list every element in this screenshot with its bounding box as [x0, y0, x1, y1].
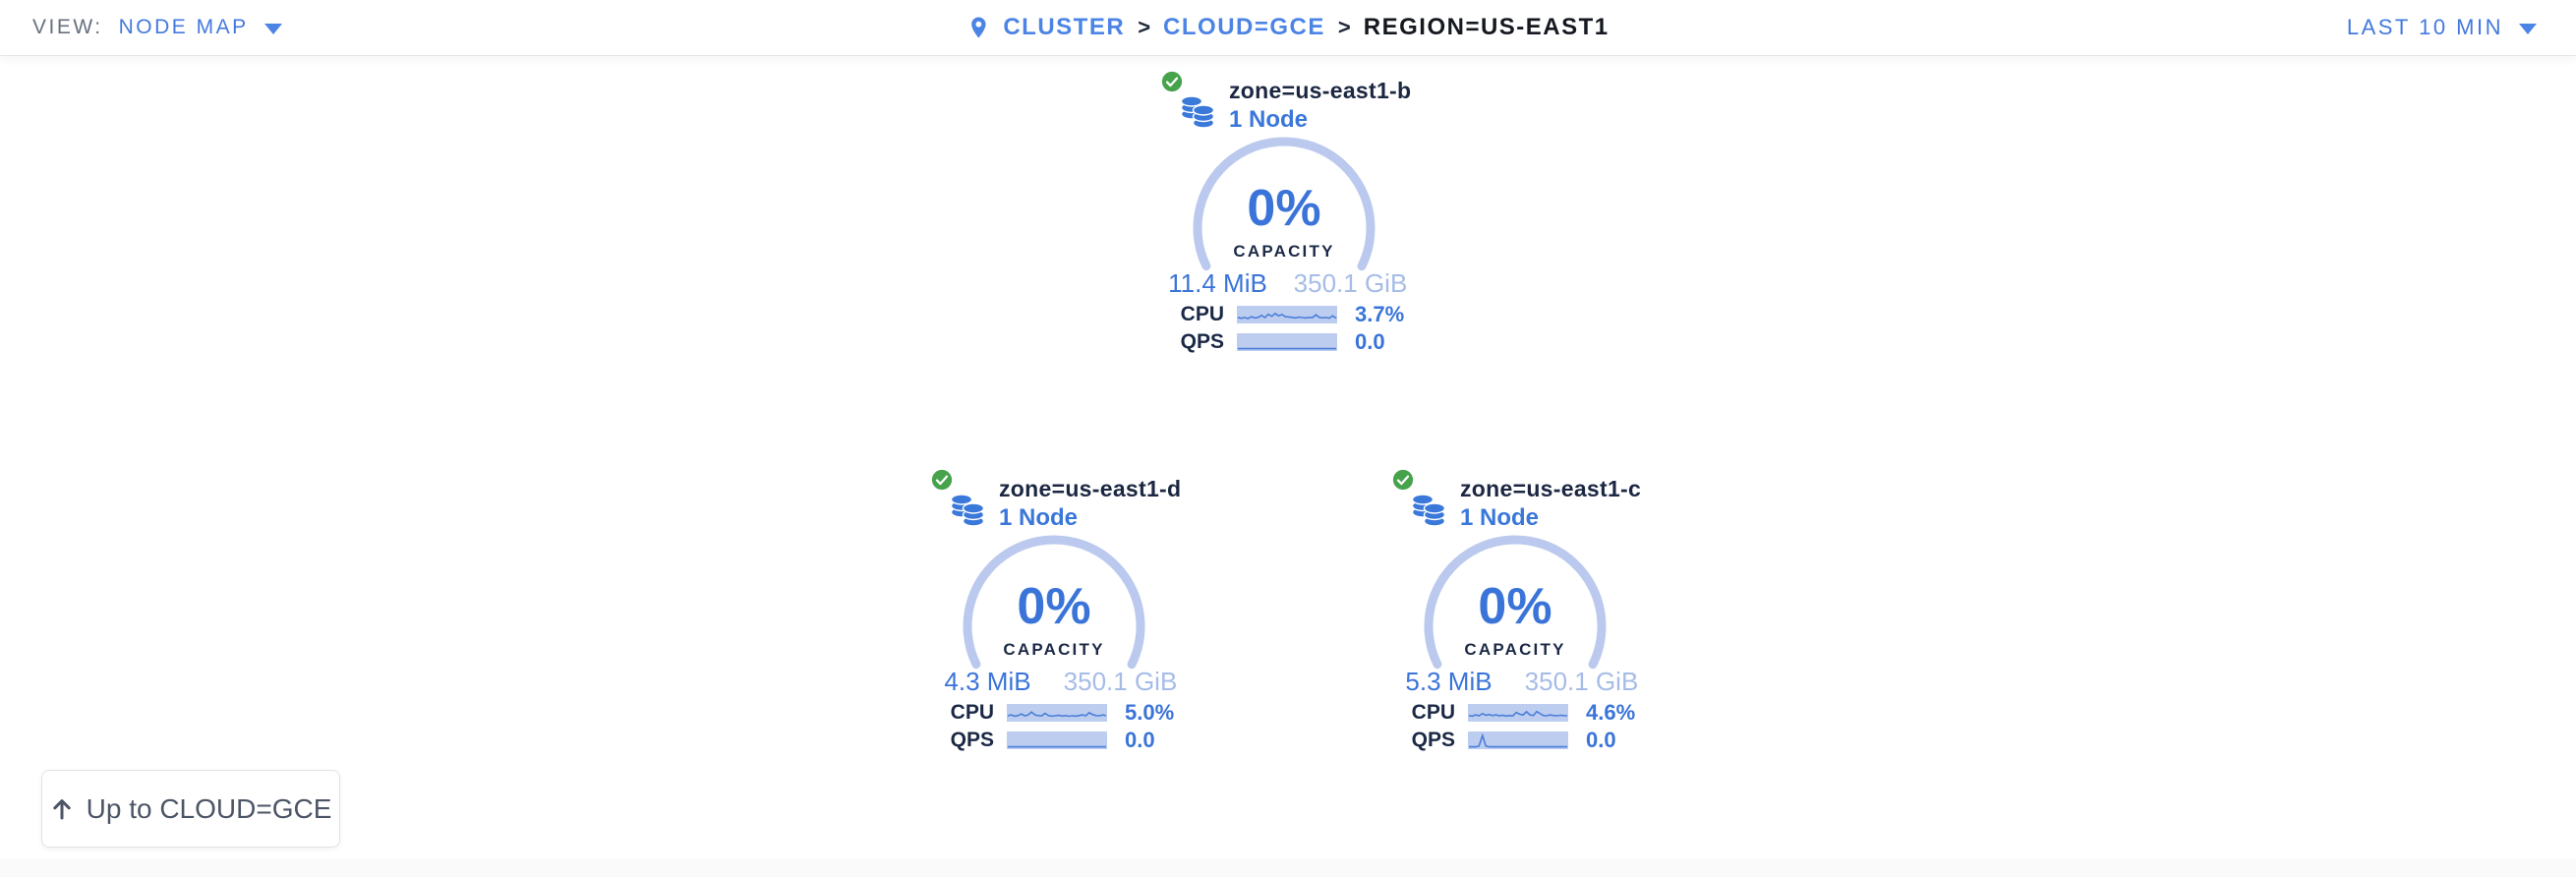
capacity-values-row: 5.3 MiB 350.1 GiB: [1382, 667, 1648, 697]
qps-label: QPS: [1411, 729, 1455, 751]
zone-card-us-east1-c[interactable]: zone=us-east1-c 1 Node 0% CAPACITY 5.3 M…: [1382, 467, 1648, 754]
zone-stats: CPU 5.0% QPS 0.0: [921, 700, 1187, 752]
zone-card-header: zone=us-east1-c 1 Node: [1460, 475, 1641, 532]
capacity-gauge: 0% CAPACITY: [1417, 528, 1613, 725]
capacity-label: CAPACITY: [1464, 640, 1566, 659]
capacity-percent: 0%: [1478, 578, 1552, 635]
qps-sparkline: [1007, 731, 1107, 749]
cpu-value: 3.7%: [1355, 302, 1405, 326]
capacity-arc: [1193, 137, 1376, 320]
zone-card-header: zone=us-east1-b 1 Node: [1229, 77, 1411, 134]
capacity-total: 350.1 GiB: [1524, 667, 1639, 696]
chevron-down-icon: [2519, 23, 2537, 34]
chevron-down-icon: [263, 23, 282, 34]
cpu-label: CPU: [950, 701, 994, 724]
zone-node-count[interactable]: 1 Node: [999, 504, 1079, 531]
qps-row: QPS 0.0: [1382, 728, 1648, 752]
zone-name: zone=us-east1-c: [1460, 476, 1642, 501]
qps-value: 0.0: [1125, 728, 1155, 752]
zone-name: zone=us-east1-d: [999, 476, 1182, 501]
breadcrumb-cluster[interactable]: CLUSTER: [1003, 14, 1126, 40]
zone-card-header: zone=us-east1-d 1 Node: [999, 475, 1181, 532]
capacity-percent: 0%: [1247, 180, 1321, 237]
cpu-sparkline: [1237, 306, 1337, 323]
time-range-selector[interactable]: LAST 10 MIN: [2347, 0, 2537, 55]
time-range-value: LAST 10 MIN: [2346, 15, 2503, 39]
nodes-stack-icon: [1411, 494, 1446, 527]
capacity-total: 350.1 GiB: [1063, 667, 1178, 696]
capacity-total: 350.1 GiB: [1293, 268, 1408, 298]
breadcrumb: CLUSTER > CLOUD=GCE > REGION=US-EAST1: [966, 0, 1609, 55]
nodes-stack-icon: [950, 494, 985, 527]
nodes-stack-icon: [1180, 95, 1215, 129]
zone-card-us-east1-d[interactable]: zone=us-east1-d 1 Node 0% CAPACITY 4.3 M…: [921, 467, 1187, 754]
breadcrumb-cloud-gce[interactable]: CLOUD=GCE: [1163, 14, 1325, 40]
up-to-cloud-gce-button[interactable]: Up to CLOUD=GCE: [41, 770, 340, 848]
breadcrumb-separator: >: [1138, 15, 1151, 39]
capacity-used: 4.3 MiB: [944, 667, 1031, 696]
capacity-gauge: 0% CAPACITY: [1186, 130, 1382, 326]
capacity-label: CAPACITY: [1003, 640, 1105, 659]
qps-label: QPS: [1180, 330, 1224, 353]
bottom-edge-band: [0, 859, 2576, 877]
capacity-values-row: 4.3 MiB 350.1 GiB: [921, 667, 1187, 697]
zone-node-count[interactable]: 1 Node: [1229, 106, 1309, 133]
zone-card-us-east1-b[interactable]: zone=us-east1-b 1 Node 0% CAPACITY 11.4 …: [1151, 69, 1417, 356]
qps-row: QPS 0.0: [1151, 329, 1417, 354]
map-pin-icon: [971, 17, 986, 38]
cpu-value: 4.6%: [1586, 700, 1636, 725]
qps-value: 0.0: [1586, 728, 1616, 752]
qps-value: 0.0: [1355, 329, 1385, 354]
zone-node-count[interactable]: 1 Node: [1460, 504, 1540, 531]
cpu-sparkline: [1007, 704, 1107, 722]
cpu-value: 5.0%: [1125, 700, 1175, 725]
capacity-values-row: 11.4 MiB 350.1 GiB: [1151, 268, 1417, 299]
view-selected-value: NODE MAP: [118, 16, 249, 38]
cpu-row: CPU 4.6%: [1382, 700, 1648, 725]
healthy-check-icon: [1159, 69, 1185, 94]
capacity-used: 11.4 MiB: [1168, 268, 1267, 298]
qps-label: QPS: [950, 729, 994, 751]
page-header: VIEW: NODE MAP CLUSTER > CLOUD=GCE > REG…: [0, 0, 2576, 55]
breadcrumb-current-region: REGION=US-EAST1: [1363, 14, 1610, 40]
qps-row: QPS 0.0: [921, 728, 1187, 752]
healthy-check-icon: [1390, 467, 1416, 493]
cpu-row: CPU 5.0%: [921, 700, 1187, 725]
breadcrumb-separator: >: [1337, 15, 1351, 39]
zone-stats: CPU 4.6% QPS 0.0: [1382, 700, 1648, 752]
view-label: VIEW:: [32, 16, 103, 38]
qps-sparkline: [1237, 333, 1337, 351]
cpu-row: CPU 3.7%: [1151, 302, 1417, 326]
cpu-label: CPU: [1180, 303, 1224, 325]
capacity-arc: [963, 535, 1145, 718]
capacity-percent: 0%: [1017, 578, 1091, 635]
capacity-used: 5.3 MiB: [1405, 667, 1493, 696]
cpu-label: CPU: [1411, 701, 1455, 724]
up-button-label: Up to CLOUD=GCE: [86, 792, 332, 824]
arrow-up-icon: [52, 798, 71, 819]
capacity-label: CAPACITY: [1233, 242, 1335, 261]
zone-name: zone=us-east1-b: [1229, 78, 1412, 103]
qps-sparkline: [1468, 731, 1568, 749]
capacity-arc: [1424, 535, 1607, 718]
healthy-check-icon: [929, 467, 955, 493]
view-selector[interactable]: VIEW: NODE MAP: [32, 0, 282, 55]
cpu-sparkline: [1468, 704, 1568, 722]
capacity-gauge: 0% CAPACITY: [956, 528, 1152, 725]
zone-stats: CPU 3.7% QPS 0.0: [1151, 302, 1417, 354]
